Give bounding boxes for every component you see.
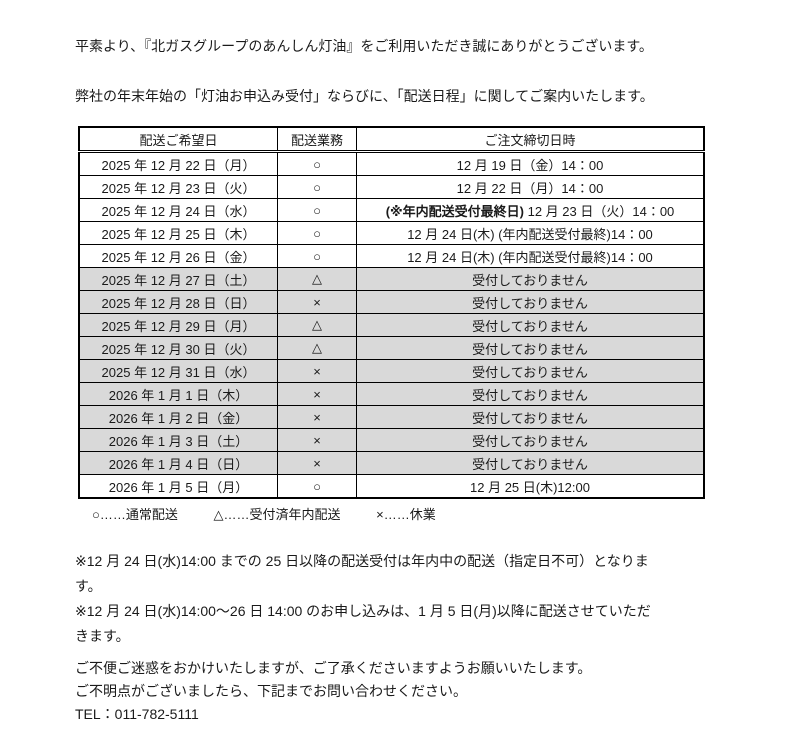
deadline-cell: 受付しておりません	[356, 336, 705, 360]
table-row: 2025 年 12 月 30 日（火） △ 受付しておりません	[78, 336, 705, 360]
desired-date-cell: 2025 年 12 月 27 日（土）	[78, 267, 278, 291]
service-status-cell: △	[277, 336, 357, 360]
service-status-cell: △	[277, 267, 357, 291]
desired-date-cell: 2025 年 12 月 24 日（水）	[78, 198, 278, 222]
deadline-bold-note: (※年内配送受付最終日)	[385, 203, 524, 219]
header-delivery-service: 配送業務	[277, 126, 357, 153]
deadline-cell: 受付しておりません	[356, 359, 705, 383]
desired-date-cell: 2026 年 1 月 5 日（月）	[78, 474, 278, 499]
deadline-cell: 受付しておりません	[356, 451, 705, 475]
legend-closed: ×……休業	[376, 507, 436, 522]
footnote-line: ※12 月 24 日(水)14:00～26 日 14:00 のお申し込みは、1 …	[75, 603, 651, 619]
deadline-cell: 12 月 19 日（金）14：00	[356, 151, 705, 176]
table-row: 2025 年 12 月 25 日（木） ○ 12 月 24 日(木) (年内配送受付…	[78, 221, 705, 245]
service-status-cell: △	[277, 313, 357, 337]
table-header-row: 配送ご希望日 配送業務 ご注文締切日時	[78, 126, 705, 153]
desired-date-cell: 2025 年 12 月 31 日（水）	[78, 359, 278, 383]
table-body: 2025 年 12 月 22 日（月） ○ 12 月 19 日（金）14：00 202…	[78, 151, 705, 499]
intro-line-2: 弊社の年末年始の「灯油お申込み受付」ならびに、「配送日程」に関してご案内いたしま…	[75, 88, 654, 104]
footnotes: ※12 月 24 日(水)14:00 までの 25 日以降の配送受付は年内中の配…	[75, 549, 735, 649]
service-status-cell: ○	[277, 198, 357, 222]
phone-number: TEL：011-782-5111	[75, 706, 199, 722]
table-row: 2026 年 1 月 1 日（木） × 受付しておりません	[78, 382, 705, 406]
delivery-schedule-table: 配送ご希望日 配送業務 ご注文締切日時 2025 年 12 月 22 日（月） ○…	[78, 126, 705, 499]
service-status-cell: ○	[277, 244, 357, 268]
service-status-cell: ○	[277, 221, 357, 245]
desired-date-cell: 2026 年 1 月 3 日（土）	[78, 428, 278, 452]
deadline-cell: 12 月 22 日（月）14：00	[356, 175, 705, 199]
intro-line-1: 平素より、『北ガスグループのあんしん灯油』をご利用いただき誠にありがとうございま…	[75, 38, 653, 54]
table-row: 2025 年 12 月 26 日（金） ○ 12 月 24 日(木) (年内配送受付…	[78, 244, 705, 268]
table-row: 2025 年 12 月 27 日（土） △ 受付しておりません	[78, 267, 705, 291]
service-status-cell: ○	[277, 151, 357, 176]
deadline-cell: (※年内配送受付最終日) 12 月 23 日（火）14：00	[356, 198, 705, 222]
deadline-cell: 受付しておりません	[356, 382, 705, 406]
service-status-cell: ×	[277, 382, 357, 406]
table-row: 2026 年 1 月 2 日（金） × 受付しておりません	[78, 405, 705, 429]
apology-line: ご不便ご迷惑をおかけいたしますが、ご了承くださいますようお願いいたします。	[75, 660, 592, 676]
table-row: 2025 年 12 月 23 日（火） ○ 12 月 22 日（月）14：00	[78, 175, 705, 199]
footnote-line: きます。	[75, 628, 130, 644]
legend: ○……通常配送 △……受付済年内配送 ×……休業	[92, 504, 735, 523]
deadline-cell: 受付しておりません	[356, 405, 705, 429]
desired-date-cell: 2026 年 1 月 4 日（日）	[78, 451, 278, 475]
desired-date-cell: 2025 年 12 月 25 日（木）	[78, 221, 278, 245]
table-row: 2025 年 12 月 28 日（日） × 受付しておりません	[78, 290, 705, 314]
desired-date-cell: 2025 年 12 月 23 日（火）	[78, 175, 278, 199]
footnote-line: ※12 月 24 日(水)14:00 までの 25 日以降の配送受付は年内中の配…	[75, 553, 649, 569]
table-row: 2025 年 12 月 29 日（月） △ 受付しておりません	[78, 313, 705, 337]
desired-date-cell: 2025 年 12 月 29 日（月）	[78, 313, 278, 337]
table-row: 2026 年 1 月 5 日（月） ○ 12 月 25 日(木)12:00	[78, 474, 705, 499]
deadline-cell: 受付しておりません	[356, 290, 705, 314]
service-status-cell: ×	[277, 451, 357, 475]
service-status-cell: ×	[277, 405, 357, 429]
desired-date-cell: 2026 年 1 月 2 日（金）	[78, 405, 278, 429]
table-row: 2026 年 1 月 4 日（日） × 受付しておりません	[78, 451, 705, 475]
legend-accepted-year-end-delivery: △……受付済年内配送	[213, 507, 341, 522]
table-row: 2026 年 1 月 3 日（土） × 受付しておりません	[78, 428, 705, 452]
deadline-cell: 12 月 25 日(木)12:00	[356, 474, 705, 499]
deadline-cell: 12 月 24 日(木) (年内配送受付最終)14：00	[356, 221, 705, 245]
service-status-cell: ×	[277, 290, 357, 314]
desired-date-cell: 2026 年 1 月 1 日（木）	[78, 382, 278, 406]
deadline-cell: 受付しておりません	[356, 428, 705, 452]
closing-block: ご不便ご迷惑をおかけいたしますが、ご了承くださいますようお願いいたします。 ご不…	[75, 657, 735, 726]
legend-normal-delivery: ○……通常配送	[92, 507, 178, 522]
table-row: 2025 年 12 月 24 日（水） ○ (※年内配送受付最終日) 12 月 23…	[78, 198, 705, 222]
deadline-cell: 12 月 24 日(木) (年内配送受付最終)14：00	[356, 244, 705, 268]
footnote-line: す。	[75, 578, 102, 594]
service-status-cell: ○	[277, 474, 357, 499]
service-status-cell: ○	[277, 175, 357, 199]
desired-date-cell: 2025 年 12 月 22 日（月）	[78, 151, 278, 176]
inquiry-line: ご不明点がございましたら、下記までお問い合わせください。	[75, 683, 467, 699]
desired-date-cell: 2025 年 12 月 26 日（金）	[78, 244, 278, 268]
header-order-deadline: ご注文締切日時	[356, 126, 705, 153]
service-status-cell: ×	[277, 359, 357, 383]
table-row: 2025 年 12 月 22 日（月） ○ 12 月 19 日（金）14：00	[78, 151, 705, 176]
deadline-cell: 受付しておりません	[356, 267, 705, 291]
service-status-cell: ×	[277, 428, 357, 452]
header-desired-delivery-date: 配送ご希望日	[78, 126, 278, 153]
desired-date-cell: 2025 年 12 月 28 日（日）	[78, 290, 278, 314]
desired-date-cell: 2025 年 12 月 30 日（火）	[78, 336, 278, 360]
table-row: 2025 年 12 月 31 日（水） × 受付しておりません	[78, 359, 705, 383]
notice-document: 平素より、『北ガスグループのあんしん灯油』をご利用いただき誠にありがとうございま…	[75, 38, 735, 726]
deadline-cell: 受付しておりません	[356, 313, 705, 337]
